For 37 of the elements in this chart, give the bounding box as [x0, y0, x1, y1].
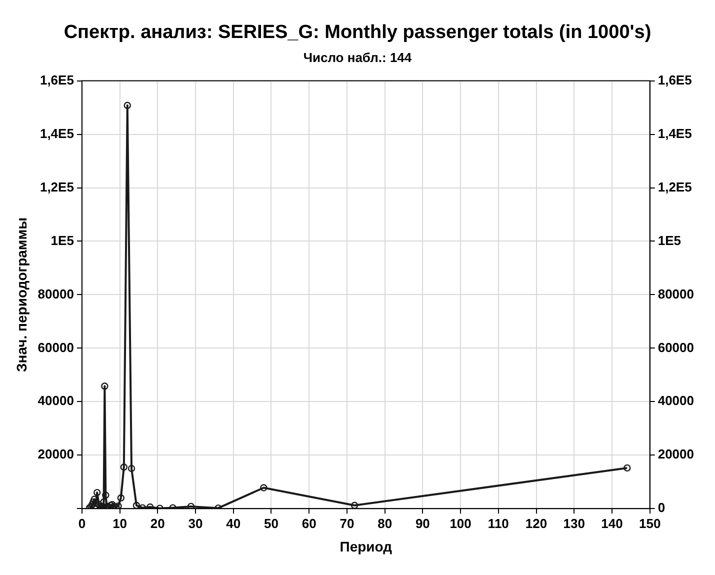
y-axis-title: Знач. периодограммы	[13, 217, 30, 372]
x-tick-label: 60	[302, 516, 316, 531]
x-tick-label: 50	[264, 516, 278, 531]
x-tick-label: 80	[378, 516, 392, 531]
x-tick-label: 100	[450, 516, 472, 531]
y-tick-label: 20000	[38, 446, 74, 462]
y2-tick-label: 1E5	[658, 232, 681, 248]
x-tick-label: 110	[488, 516, 509, 531]
x-tick-label: 140	[601, 516, 623, 531]
y-tick-label: 60000	[38, 340, 74, 355]
x-tick-label: 90	[415, 516, 430, 531]
x-tick-label: 20	[150, 516, 165, 531]
x-tick-label: 40	[226, 516, 241, 531]
x-tick-label: 150	[639, 516, 661, 531]
chart-title: Спектр. анализ: SERIES_G: Monthly passenger totals (in 1000's)	[62, 22, 652, 44]
x-tick-label: 10	[112, 516, 128, 531]
y2-tick-label: 1,6E5	[658, 72, 692, 88]
y-tick-label: 80000	[38, 286, 74, 302]
x-tick-label: 120	[525, 516, 548, 531]
y-tick-label: 1,4E5	[40, 126, 74, 141]
y2-tick-label: 80000	[658, 286, 694, 302]
y-tick-label: 40000	[38, 393, 74, 408]
y-tick-label: 1E5	[50, 232, 74, 248]
x-tick-label: 30	[188, 516, 203, 531]
x-tick-label: 130	[563, 516, 585, 531]
y2-tick-label: 1,2E5	[658, 179, 692, 194]
y2-tick-label: 1,4E5	[658, 126, 692, 141]
x-axis-title: Период	[340, 538, 392, 554]
y2-tick-label: 0	[658, 500, 666, 516]
y-tick-label: 1,2E5	[40, 179, 74, 194]
y-tick-label: 1,6E5	[40, 72, 74, 88]
y2-tick-label: 20000	[658, 446, 694, 462]
y2-tick-label: 60000	[658, 340, 694, 355]
chart-subtitle: Число набл.: 144	[302, 50, 413, 65]
x-tick-label: 0	[78, 516, 86, 531]
y2-tick-label: 40000	[658, 393, 694, 408]
x-tick-label: 70	[340, 516, 354, 531]
